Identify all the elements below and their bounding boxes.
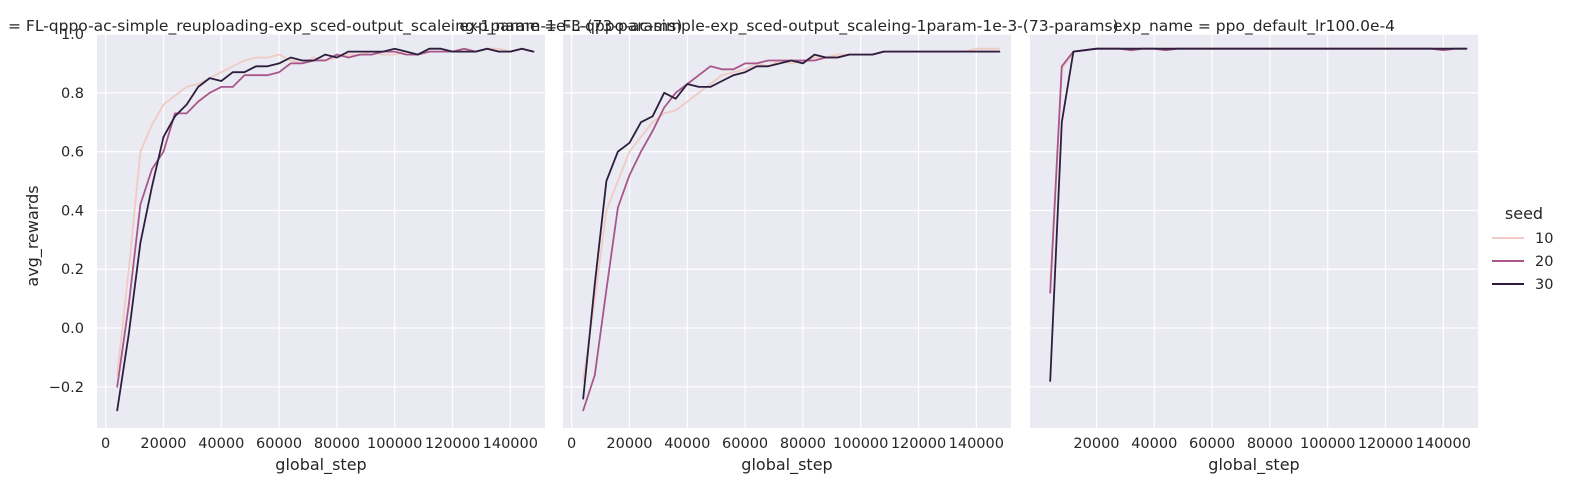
x-tick-label: 140000 [1416, 436, 1471, 452]
x-tick-label: 40000 [198, 436, 244, 452]
x-tick-label: 20000 [606, 436, 652, 452]
panel-1: −0.2 0.0 0.2 0.4 0.6 0.8 1.0 0 20000 40000 60000 80… [49, 27, 545, 475]
x-tick-label: 120000 [425, 436, 480, 452]
x-tick-label: 120000 [891, 436, 946, 452]
y-axis-label: avg_rewards [23, 185, 43, 286]
series-line-seed-30 [1049, 47, 1468, 382]
x-tick-label: 60000 [722, 436, 768, 452]
legend-entry-2: 20 [1492, 254, 1553, 270]
series-line-seed-30 [582, 50, 1001, 400]
plot-area [97, 34, 545, 428]
x-tick-label: 20000 [140, 436, 186, 452]
x-tick-label: 60000 [1189, 436, 1235, 452]
x-tick-label: 20000 [1073, 436, 1119, 452]
x-tick-label: 100000 [833, 436, 888, 452]
x-axis-label: global_step [1208, 455, 1299, 475]
y-tick-label: 1.0 [61, 27, 84, 43]
panel-1-title: = FL-qppo-ac-simple_reuploading-exp_sced… [8, 17, 682, 36]
x-tick-label: 80000 [1247, 436, 1293, 452]
series-line-seed-30 [116, 47, 535, 412]
legend-label-3: 30 [1535, 277, 1553, 293]
series-line-seed-20 [116, 47, 535, 388]
y-tick-label: 0.6 [61, 145, 84, 161]
x-tick-label: 0 [567, 436, 576, 452]
legend-label-1: 10 [1535, 231, 1553, 247]
y-tick-label: 0.4 [61, 203, 84, 219]
x-tick-label: 120000 [1358, 436, 1413, 452]
panel-2-title: exp_name = FL-qppo-ac-simple-exp_sced-ou… [459, 17, 1118, 36]
x-axis-label: global_step [741, 455, 832, 475]
legend-label-2: 20 [1535, 254, 1553, 270]
x-tick-label: 100000 [367, 436, 422, 452]
x-tick-label: 80000 [780, 436, 826, 452]
y-tick-label: −0.2 [49, 380, 84, 396]
y-tick-label: 0.8 [61, 86, 84, 102]
y-tick-label: 0.0 [61, 321, 84, 337]
x-axis-label: global_step [275, 455, 366, 475]
plot-area [563, 34, 1011, 428]
x-tick-label: 60000 [256, 436, 302, 452]
y-tick-label: 0.2 [61, 262, 84, 278]
x-tick-label: 100000 [1300, 436, 1355, 452]
x-tick-label: 80000 [314, 436, 360, 452]
plot-area [1030, 34, 1478, 428]
panel-2: 0 20000 40000 60000 80000 100000 120000 140000 g… [563, 33, 1011, 475]
x-tick-label: 0 [101, 436, 110, 452]
panel-3-title: exp_name = ppo_default_lr100.0e-4 [1113, 17, 1395, 36]
legend-entry-1: 10 [1492, 231, 1553, 247]
legend-title: seed [1505, 204, 1543, 223]
legend: seed 10 20 30 [1492, 204, 1553, 293]
x-tick-label: 40000 [1131, 436, 1177, 452]
panels: −0.2 0.0 0.2 0.4 0.6 0.8 1.0 0 20000 40000 60000 80… [49, 27, 1478, 475]
legend-entry-3: 30 [1492, 277, 1553, 293]
panel-3: 20000 40000 60000 80000 100000 120000 140000 gl… [1030, 33, 1478, 475]
x-tick-label: 40000 [664, 436, 710, 452]
x-tick-label: 140000 [949, 436, 1004, 452]
x-tick-label: 140000 [483, 436, 538, 452]
